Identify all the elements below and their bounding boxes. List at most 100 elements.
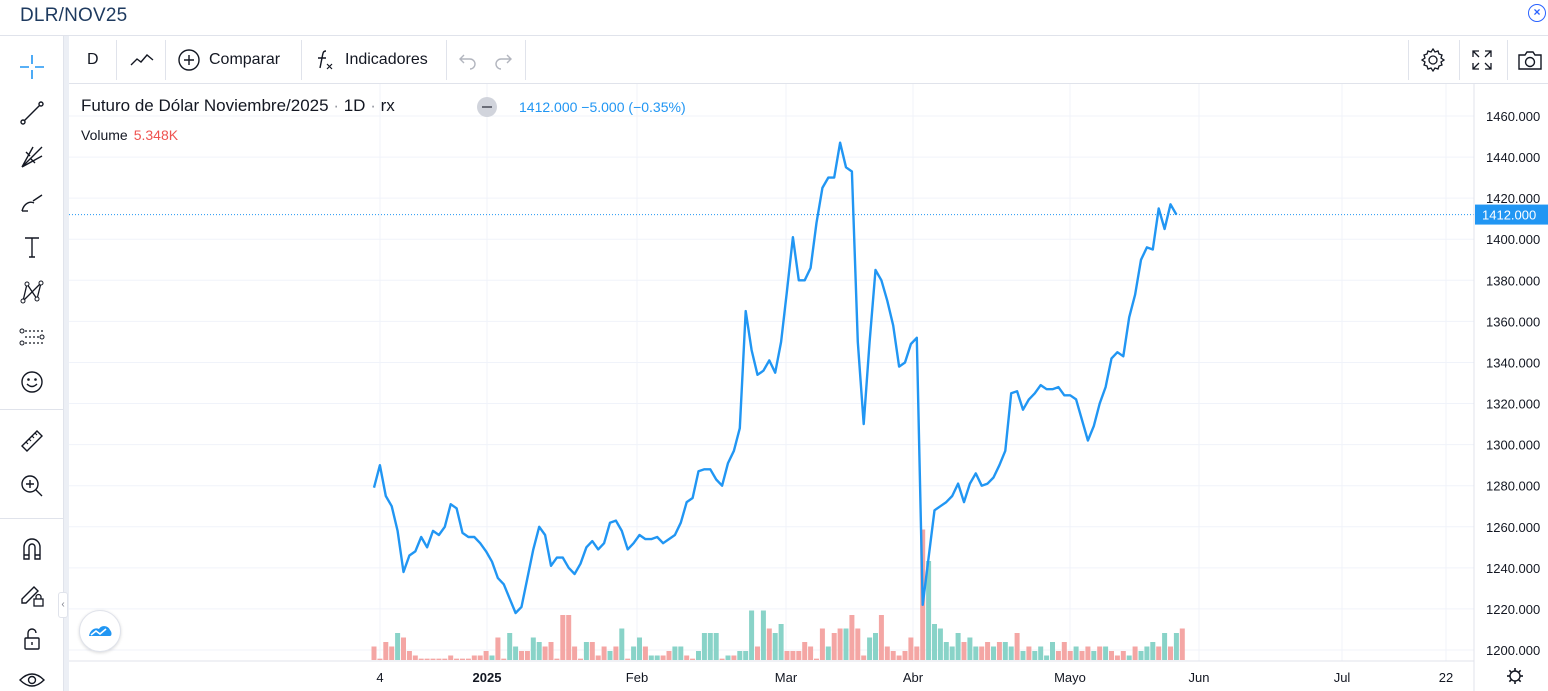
volume-bar	[460, 658, 465, 660]
hide-legend-button[interactable]	[477, 97, 497, 117]
compare-button[interactable]: Comparar	[177, 36, 280, 84]
volume-bar	[383, 642, 389, 660]
indicators-label: Indicadores	[345, 51, 428, 68]
volume-bar	[1091, 651, 1097, 660]
price-tick-label: 1340.000	[1486, 355, 1540, 370]
volume-bar	[731, 655, 737, 660]
price-tick-label: 1380.000	[1486, 273, 1540, 288]
volume-bar	[401, 637, 406, 660]
volume-value: 5.348K	[133, 127, 179, 143]
volume-bar	[837, 628, 843, 660]
volume-bar	[1179, 628, 1185, 660]
undo-button[interactable]	[458, 36, 478, 84]
eye-icon[interactable]	[14, 662, 50, 691]
price-tick-label: 1360.000	[1486, 314, 1540, 329]
fib-fan-icon[interactable]	[14, 139, 50, 175]
compare-label: Comparar	[209, 51, 281, 68]
volume-bar	[1097, 646, 1103, 660]
volume-bar	[607, 651, 613, 660]
volume-bar	[1032, 651, 1038, 660]
indicators-button[interactable]: Indicadores	[313, 36, 428, 84]
time-tick-label: Abr	[903, 670, 924, 685]
unlock-icon[interactable]	[14, 621, 50, 657]
gear-icon	[1420, 47, 1446, 73]
price-axis: 1200.000 1220.000 1240.000 1260.000 1280.000…	[1473, 84, 1540, 691]
symbol-exchange: rx	[380, 96, 395, 115]
volume-bar	[424, 658, 430, 660]
axis-settings-icon-tooth	[1517, 678, 1522, 683]
price-tick-label: 1440.000	[1486, 150, 1540, 165]
volume-bar	[843, 628, 849, 660]
volume-bar	[684, 655, 690, 660]
ruler-icon[interactable]	[14, 423, 50, 459]
time-tick-label: Mar	[775, 670, 798, 685]
volume-bar	[943, 642, 949, 660]
volume-bar	[890, 651, 896, 660]
volume-bar	[967, 637, 973, 660]
volume-bar	[477, 655, 483, 660]
volume-bar	[979, 646, 985, 660]
axis-settings-icon-ring	[1509, 670, 1521, 682]
brush-icon[interactable]	[14, 184, 50, 220]
volume-bar	[796, 651, 802, 660]
volume-bar	[855, 628, 861, 660]
chart-type-button[interactable]	[129, 36, 155, 84]
volume-bar	[1038, 646, 1044, 660]
volume-bar	[448, 655, 454, 660]
volume-bar	[926, 561, 932, 660]
price-tick-label: 1320.000	[1486, 397, 1540, 412]
emoji-icon[interactable]	[14, 364, 50, 400]
zoom-in-icon[interactable]	[14, 468, 50, 504]
last-price-badge	[1475, 204, 1548, 225]
volume-bar	[743, 651, 749, 660]
volume-bar	[660, 655, 666, 660]
interval-button[interactable]: D	[87, 36, 99, 84]
time-tick-label: 2025	[473, 670, 502, 685]
logo-icon[interactable]	[79, 610, 121, 652]
redo-button[interactable]	[493, 36, 513, 84]
volume-bar	[430, 658, 436, 660]
volume-bar	[595, 655, 601, 660]
crosshair-icon[interactable]	[14, 49, 50, 85]
lock-drawings-icon[interactable]	[14, 576, 50, 612]
axis-settings-icon-tooth	[1508, 678, 1513, 683]
snapshot-button[interactable]	[1516, 36, 1544, 84]
volume-bar	[719, 658, 725, 660]
volume-bar	[619, 628, 625, 660]
volume-bar	[572, 646, 578, 660]
symbol-interval: 1D	[343, 96, 366, 115]
settings-button[interactable]	[1420, 36, 1446, 84]
volume-bar	[495, 637, 501, 660]
volume-bars	[371, 529, 1185, 660]
volume-bar	[1173, 633, 1179, 660]
volume-bar	[696, 651, 701, 660]
volume-bar	[961, 642, 967, 660]
volume-bar	[637, 637, 642, 660]
volume-bar	[996, 642, 1002, 660]
volume-bar	[548, 642, 554, 660]
volume-bar	[519, 651, 524, 660]
price-tick-label: 1400.000	[1486, 232, 1540, 247]
price-tick-label: 1220.000	[1486, 602, 1540, 617]
volume-bar	[949, 646, 955, 660]
fullscreen-button[interactable]	[1470, 36, 1494, 84]
volume-bar	[825, 646, 831, 660]
volume-bar	[802, 642, 808, 660]
time-tick-label: 22	[1439, 670, 1453, 685]
volume-bar	[867, 637, 873, 660]
legend-change: −5.000	[581, 99, 625, 115]
top-toolbar: D Comparar Indicadores	[69, 36, 1548, 84]
trend-line-icon[interactable]	[14, 94, 50, 130]
close-icon[interactable]: ×	[1528, 4, 1546, 22]
pattern-icon[interactable]	[14, 274, 50, 310]
volume-bar	[932, 624, 937, 660]
volume-bar	[465, 658, 471, 660]
magnet-icon[interactable]	[14, 531, 50, 567]
text-tool-icon[interactable]	[14, 229, 50, 265]
volume-bar	[1026, 646, 1032, 660]
collapse-toolbar-button[interactable]: ‹	[58, 592, 68, 618]
forecast-icon[interactable]	[14, 319, 50, 355]
volume-bar	[377, 658, 383, 660]
time-tick-label: Jun	[1189, 670, 1210, 685]
